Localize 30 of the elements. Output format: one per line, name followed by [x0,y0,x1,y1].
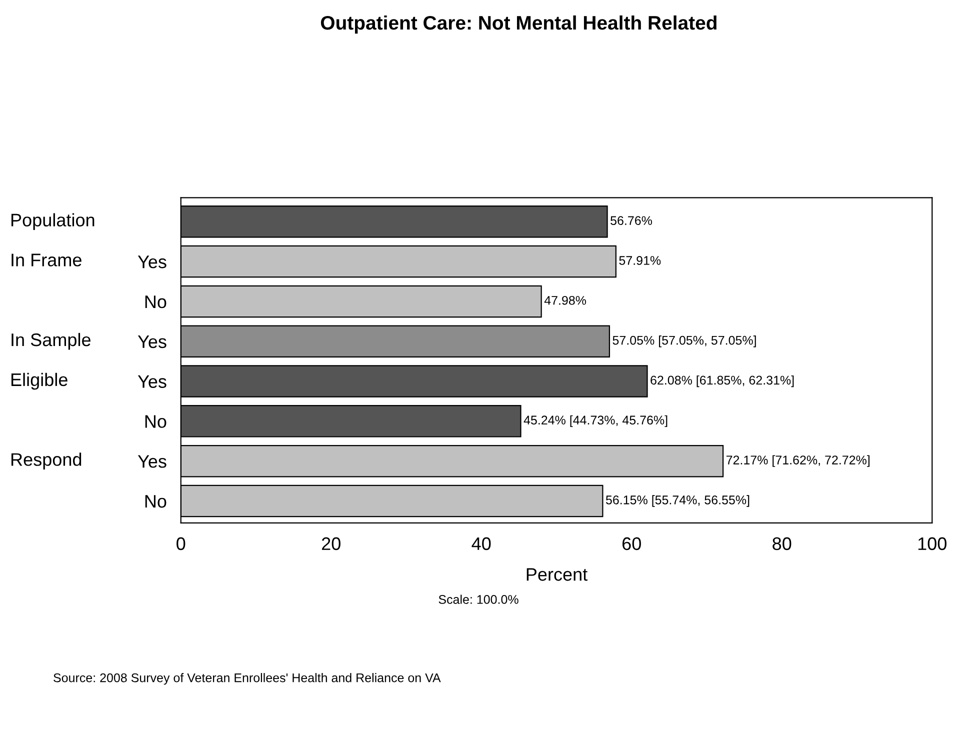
text: Respond [11,452,82,470]
y-tick-label: Yes [138,335,166,348]
data-label: 57.05% [57.05%, 57.05%] [612,336,756,348]
data-label: 47.98% [544,296,586,305]
text: Eligible [11,372,68,390]
y-tick-label: Yes [138,375,166,388]
data-label: 56.15% [55.74%, 56.55%] [606,495,750,507]
data-label: 72.17% [71.62%, 72.72%] [726,455,870,467]
x-tick-label: 100 [918,537,946,550]
chart-title: Outpatient Care: Not Mental Health Related [320,15,716,34]
text: Population [11,213,94,230]
y-tick-label: No [145,415,166,428]
x-axis-title: Percent [526,568,588,581]
text: In Frame [12,254,82,266]
y-tick-label: No [145,296,166,308]
text: Scale: 100.0% [438,594,518,604]
data-label: 57.91% [619,256,661,265]
data-label: 56.76% [610,216,652,225]
text: In Sample [12,332,90,350]
x-tick-label: 20 [322,537,340,550]
data-label: 45.24% [44.73%, 45.76%] [524,415,668,428]
x-tick-label: 80 [772,537,792,550]
y-tick-label: Yes [138,455,166,468]
y-tick-label: Yes [138,256,166,268]
source-note: Source: 2008 Survey of Veteran Enrollees' Health and Reliance on VA [54,673,441,685]
x-tick-label: 60 [622,537,641,550]
data-label: 62.08% [61.85%, 62.31%] [650,375,794,388]
x-tick-label: 40 [472,537,491,550]
y-tick-label: No [145,495,166,508]
x-tick-label: 0 [176,537,186,550]
